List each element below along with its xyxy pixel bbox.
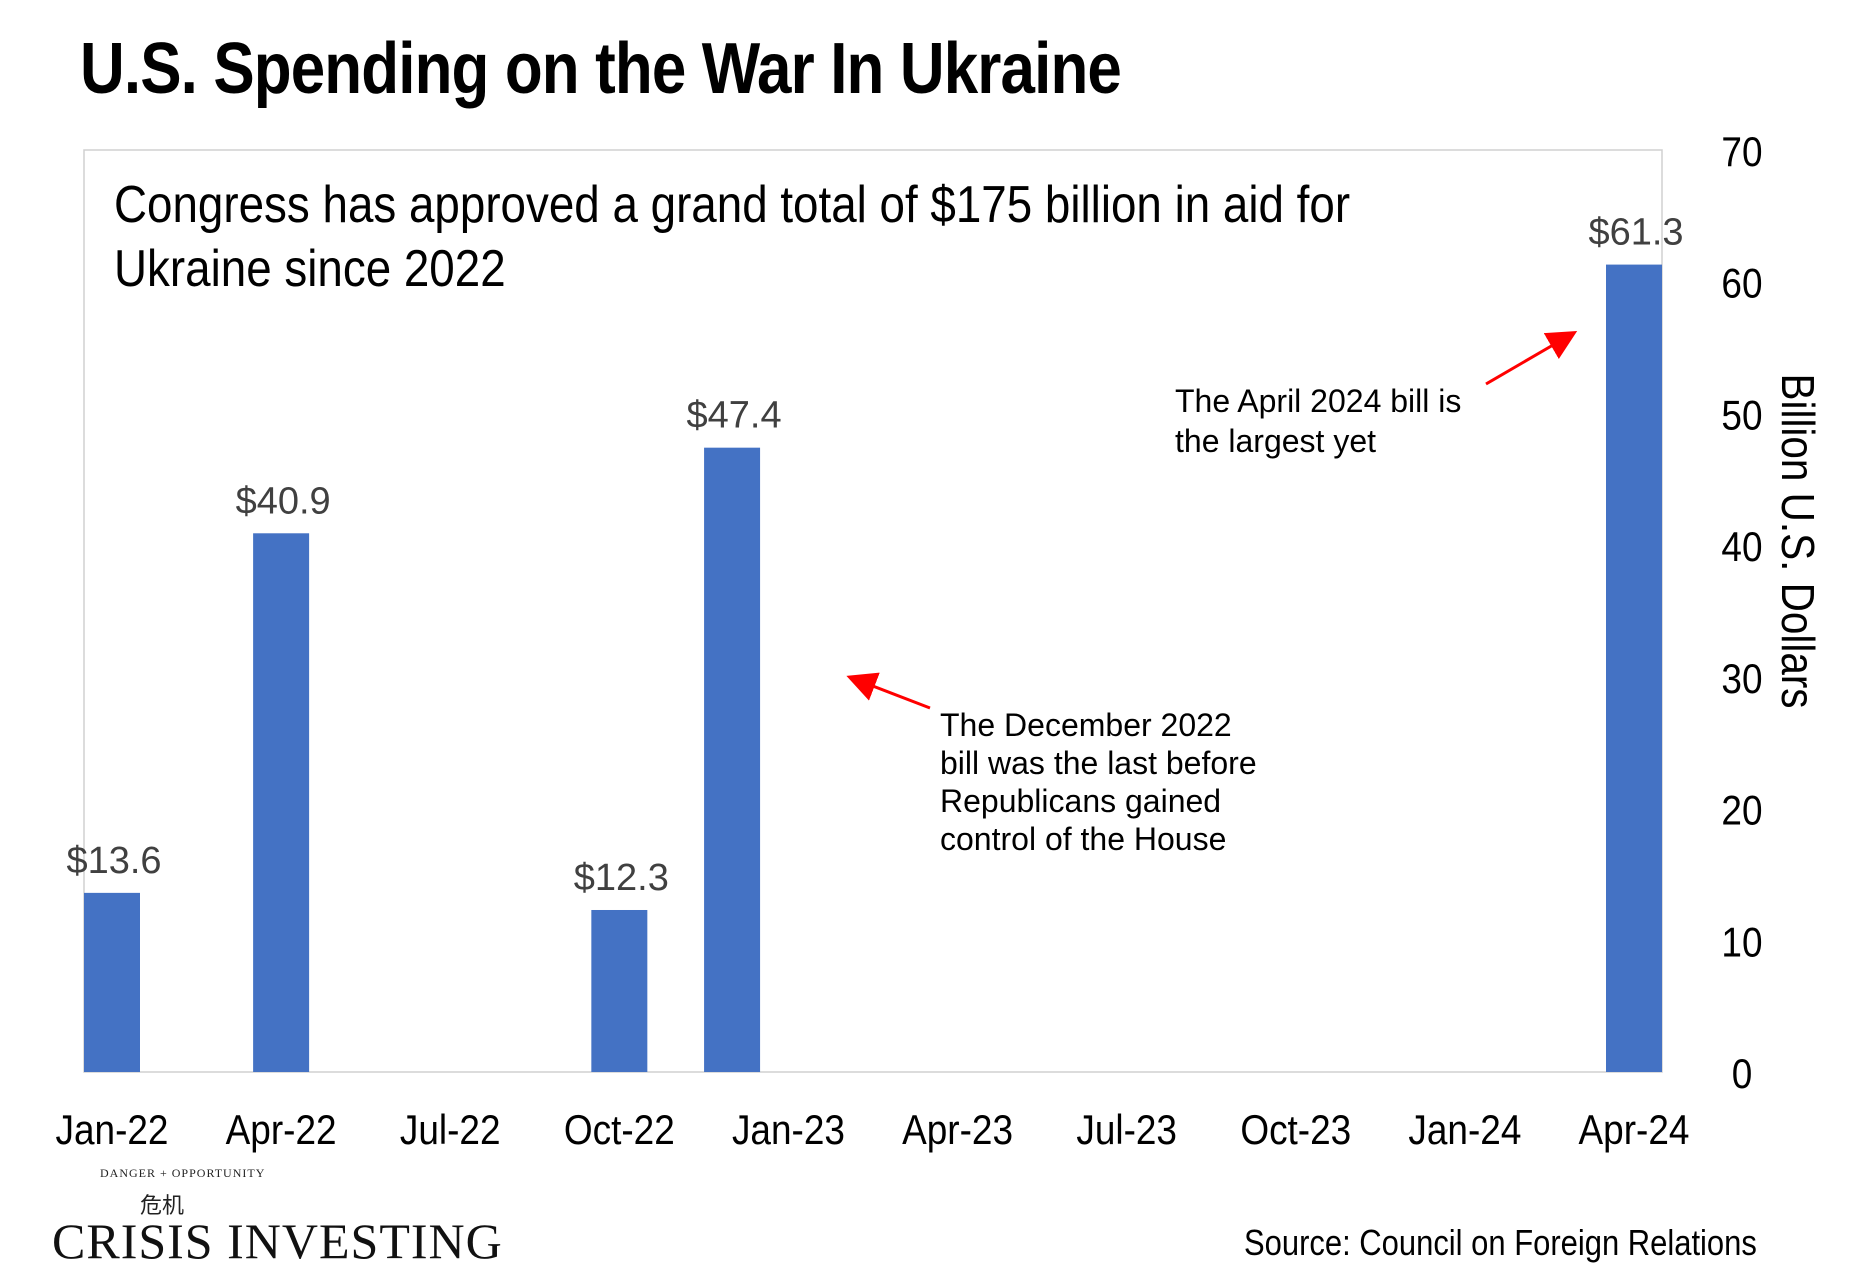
annotation-text: the largest yet bbox=[1175, 423, 1376, 459]
chart-subtitle-line: Congress has approved a grand total of $… bbox=[114, 176, 1350, 233]
annotation-arrow bbox=[1485, 330, 1578, 386]
y-tick-label: 70 bbox=[1721, 129, 1762, 176]
annotation-arrow bbox=[846, 672, 931, 710]
bar bbox=[591, 909, 648, 1072]
x-tick-label: Jan-23 bbox=[732, 1107, 845, 1154]
x-tick-label: Oct-22 bbox=[564, 1107, 675, 1154]
x-tick-label: Jan-22 bbox=[56, 1107, 169, 1154]
annotation-text: The December 2022 bbox=[940, 707, 1232, 743]
annotation-text: control of the House bbox=[940, 821, 1226, 857]
y-axis-label: Billion U.S. Dollars bbox=[1771, 373, 1822, 708]
logo-seal-icon: 危机 bbox=[140, 1193, 185, 1218]
annotation-text: The April 2024 bill is bbox=[1175, 383, 1461, 419]
chart-title: U.S. Spending on the War In Ukraine bbox=[80, 29, 1122, 109]
bar-value-label: $12.3 bbox=[574, 857, 669, 899]
bar-value-label: $13.6 bbox=[66, 840, 161, 882]
source-note: Source: Council on Foreign Relations bbox=[1244, 1222, 1757, 1263]
x-tick-label: Apr-23 bbox=[902, 1107, 1013, 1154]
chart-subtitle-line: Ukraine since 2022 bbox=[114, 240, 506, 297]
annotation-text: bill was the last before bbox=[940, 745, 1257, 781]
bar bbox=[253, 533, 310, 1072]
bar-value-label: $40.9 bbox=[236, 480, 331, 522]
y-tick-label: 50 bbox=[1721, 392, 1762, 439]
bar bbox=[1606, 264, 1662, 1072]
y-tick-label: 60 bbox=[1721, 261, 1762, 308]
annotation-text: Republicans gained bbox=[940, 783, 1221, 819]
bar-value-label: $61.3 bbox=[1588, 212, 1683, 254]
x-tick-label: Jul-23 bbox=[1076, 1107, 1177, 1154]
x-tick-label: Apr-22 bbox=[226, 1107, 337, 1154]
y-tick-label: 30 bbox=[1721, 656, 1762, 703]
x-tick-label: Apr-24 bbox=[1579, 1107, 1690, 1154]
logo-tagline: DANGER + OPPORTUNITY bbox=[100, 1166, 266, 1180]
bar-value-label: $47.4 bbox=[687, 395, 782, 437]
x-tick-label: Oct-23 bbox=[1240, 1107, 1351, 1154]
logo-wordmark: CRISIS INVESTING bbox=[52, 1213, 503, 1269]
y-tick-label: 20 bbox=[1721, 787, 1762, 834]
x-tick-label: Jul-22 bbox=[400, 1107, 501, 1154]
y-tick-label: 0 bbox=[1732, 1051, 1753, 1098]
y-tick-label: 40 bbox=[1721, 524, 1762, 571]
bar bbox=[84, 892, 140, 1072]
x-tick-label: Jan-24 bbox=[1408, 1107, 1521, 1154]
bar bbox=[704, 447, 761, 1072]
y-tick-label: 10 bbox=[1721, 919, 1762, 966]
